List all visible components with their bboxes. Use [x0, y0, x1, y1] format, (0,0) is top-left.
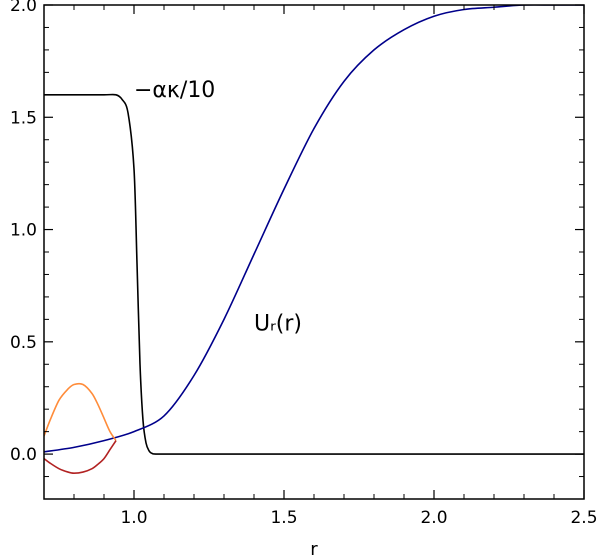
x-tick-label: 1.0 [120, 508, 147, 528]
annotation-alpha-kappa: −ακ/10 [134, 78, 215, 103]
series-orange-line [44, 382, 117, 442]
y-tick-label: 0.5 [10, 333, 37, 353]
plot-frame [43, 4, 585, 500]
y-tick-label: 1.0 [10, 221, 37, 241]
x-tick-label: 2.5 [570, 508, 597, 528]
series-layer [44, 5, 584, 474]
x-tick-label: 1.5 [270, 508, 297, 528]
series-red-line [44, 440, 117, 474]
series-alpha-kappa-line [44, 93, 584, 455]
y-tick-label: 1.5 [10, 108, 37, 128]
ticks-layer: 1.0 1.5 2.0 2.5 0.0 0.5 1.0 1.5 2.0 [10, 0, 598, 528]
x-axis-title: r [310, 539, 318, 559]
series-ur-line [44, 5, 584, 453]
y-tick-label: 0.0 [10, 445, 37, 465]
y-tick-label: 2.0 [10, 0, 37, 16]
annotation-ur: Uᵣ(r) [254, 312, 302, 337]
x-tick-label: 2.0 [420, 508, 447, 528]
